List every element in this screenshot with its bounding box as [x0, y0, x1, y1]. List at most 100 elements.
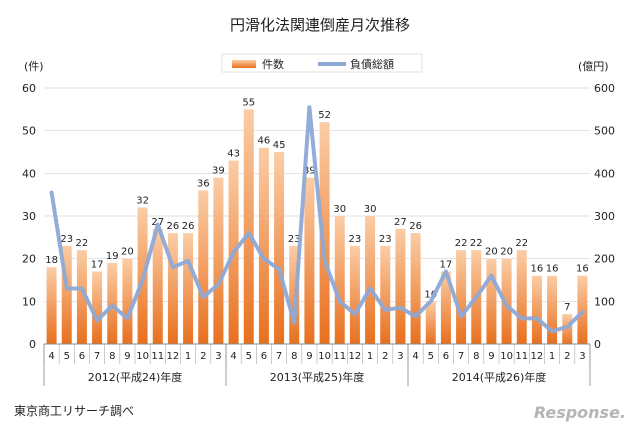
bar: [456, 250, 467, 344]
x-tick-label: 2: [564, 351, 570, 362]
x-tick-label: 6: [261, 351, 267, 362]
x-tick-label: 12: [531, 351, 544, 362]
bar: [440, 271, 451, 344]
x-tick-label: 2: [200, 351, 206, 362]
bar-value-label: 17: [91, 259, 104, 270]
legend-bar-label: 件数: [262, 58, 284, 71]
y2-axis-ticks: 0 100 200 300 400 500 600: [594, 82, 615, 351]
chart-title: 円滑化法関連倒産月次推移: [230, 16, 410, 34]
bar: [167, 233, 178, 344]
bar: [198, 190, 209, 344]
x-tick-label: 12: [349, 351, 362, 362]
x-tick-label: 11: [151, 351, 164, 362]
bar: [547, 275, 558, 344]
x-tick-label: 11: [515, 351, 528, 362]
bar: [365, 216, 376, 344]
legend-line-label: 負債総額: [350, 57, 394, 71]
x-tick-label: 11: [333, 351, 346, 362]
bar: [213, 177, 224, 344]
x-tick-label: 3: [579, 351, 585, 362]
x-tick-label: 4: [230, 351, 236, 362]
y2-tick-label: 600: [594, 82, 615, 95]
x-tick-label: 1: [367, 351, 373, 362]
bar-value-label: 32: [136, 195, 149, 206]
debt-line: [49, 105, 585, 334]
bar-value-label: 22: [76, 238, 89, 249]
x-tick-label: 9: [488, 351, 494, 362]
bar: [304, 177, 315, 344]
legend-bar-swatch: [232, 60, 256, 68]
bar: [92, 271, 103, 344]
year-group-label: 2013(平成25)年度: [270, 370, 365, 384]
y2-tick-label: 100: [594, 295, 615, 308]
x-tick-label: 5: [64, 351, 70, 362]
x-tick-label: 10: [136, 351, 149, 362]
bar-value-label: 19: [106, 251, 119, 262]
bar: [152, 228, 163, 344]
bar-value-label: 36: [197, 178, 210, 189]
bar-value-label: 18: [45, 255, 58, 266]
bar-value-label: 23: [379, 234, 392, 245]
legend: 件数 負債総額: [221, 53, 423, 73]
bar: [395, 228, 406, 344]
bar: [516, 250, 527, 344]
x-tick-label: 10: [500, 351, 513, 362]
bar: [531, 275, 542, 344]
y2-axis-label: (億円): [578, 60, 609, 73]
source-note: 東京商工リサーチ調べ: [14, 403, 134, 418]
x-tick-label: 5: [246, 351, 252, 362]
bar-value-label: 20: [485, 247, 498, 258]
y-axis-ticks: 0 10 20 30 40 50 60: [22, 82, 36, 351]
bar-value-label: 30: [333, 204, 346, 215]
y-tick-label: 10: [22, 295, 36, 308]
x-tick-label: 5: [428, 351, 434, 362]
bar-value-label: 43: [227, 149, 240, 160]
x-tick-label: 10: [318, 351, 331, 362]
x-tick-label: 4: [412, 351, 418, 362]
bar-value-label: 27: [394, 217, 407, 228]
year-group-label: 2014(平成26)年度: [452, 370, 547, 384]
bar-value-label: 22: [515, 238, 528, 249]
x-tick-label: 6: [79, 351, 85, 362]
x-tick-label: 8: [109, 351, 115, 362]
x-tick-label: 1: [549, 351, 555, 362]
bar-value-label: 22: [455, 238, 468, 249]
bar: [183, 233, 194, 344]
y-tick-label: 0: [29, 338, 36, 351]
bar-value-label: 23: [60, 234, 73, 245]
bar: [76, 250, 87, 344]
bar: [122, 258, 133, 344]
bar: [562, 314, 573, 344]
bar: [61, 245, 72, 344]
y-tick-label: 60: [22, 82, 36, 95]
bar-value-label: 55: [242, 97, 255, 108]
x-tick-label: 7: [276, 351, 282, 362]
y-axis-label: (件): [24, 60, 44, 73]
x-tick-label: 2: [382, 351, 388, 362]
bar-value-label: 22: [470, 238, 483, 249]
x-tick-label: 12: [167, 351, 180, 362]
bar-value-label: 10: [424, 289, 437, 300]
bar-value-label: 46: [258, 136, 271, 147]
bar: [274, 152, 285, 344]
bar: [243, 109, 254, 344]
bar: [349, 245, 360, 344]
bar-value-label: 39: [303, 166, 316, 177]
bar-value-label: 20: [500, 247, 513, 258]
year-group-label: 2012(平成24)年度: [88, 370, 183, 384]
bar-value-label: 23: [349, 234, 362, 245]
bar: [577, 275, 588, 344]
bar-value-label: 16: [546, 264, 559, 275]
bar-value-label: 52: [318, 110, 331, 121]
x-tick-label: 7: [94, 351, 100, 362]
bar-value-label: 23: [288, 234, 301, 245]
bar-value-label: 30: [364, 204, 377, 215]
bar-value-label: 26: [182, 221, 195, 232]
x-tick-label: 4: [48, 351, 54, 362]
y2-tick-label: 500: [594, 125, 615, 138]
y-tick-label: 20: [22, 253, 36, 266]
x-tick-label: 7: [458, 351, 464, 362]
bar-value-label: 27: [151, 217, 164, 228]
